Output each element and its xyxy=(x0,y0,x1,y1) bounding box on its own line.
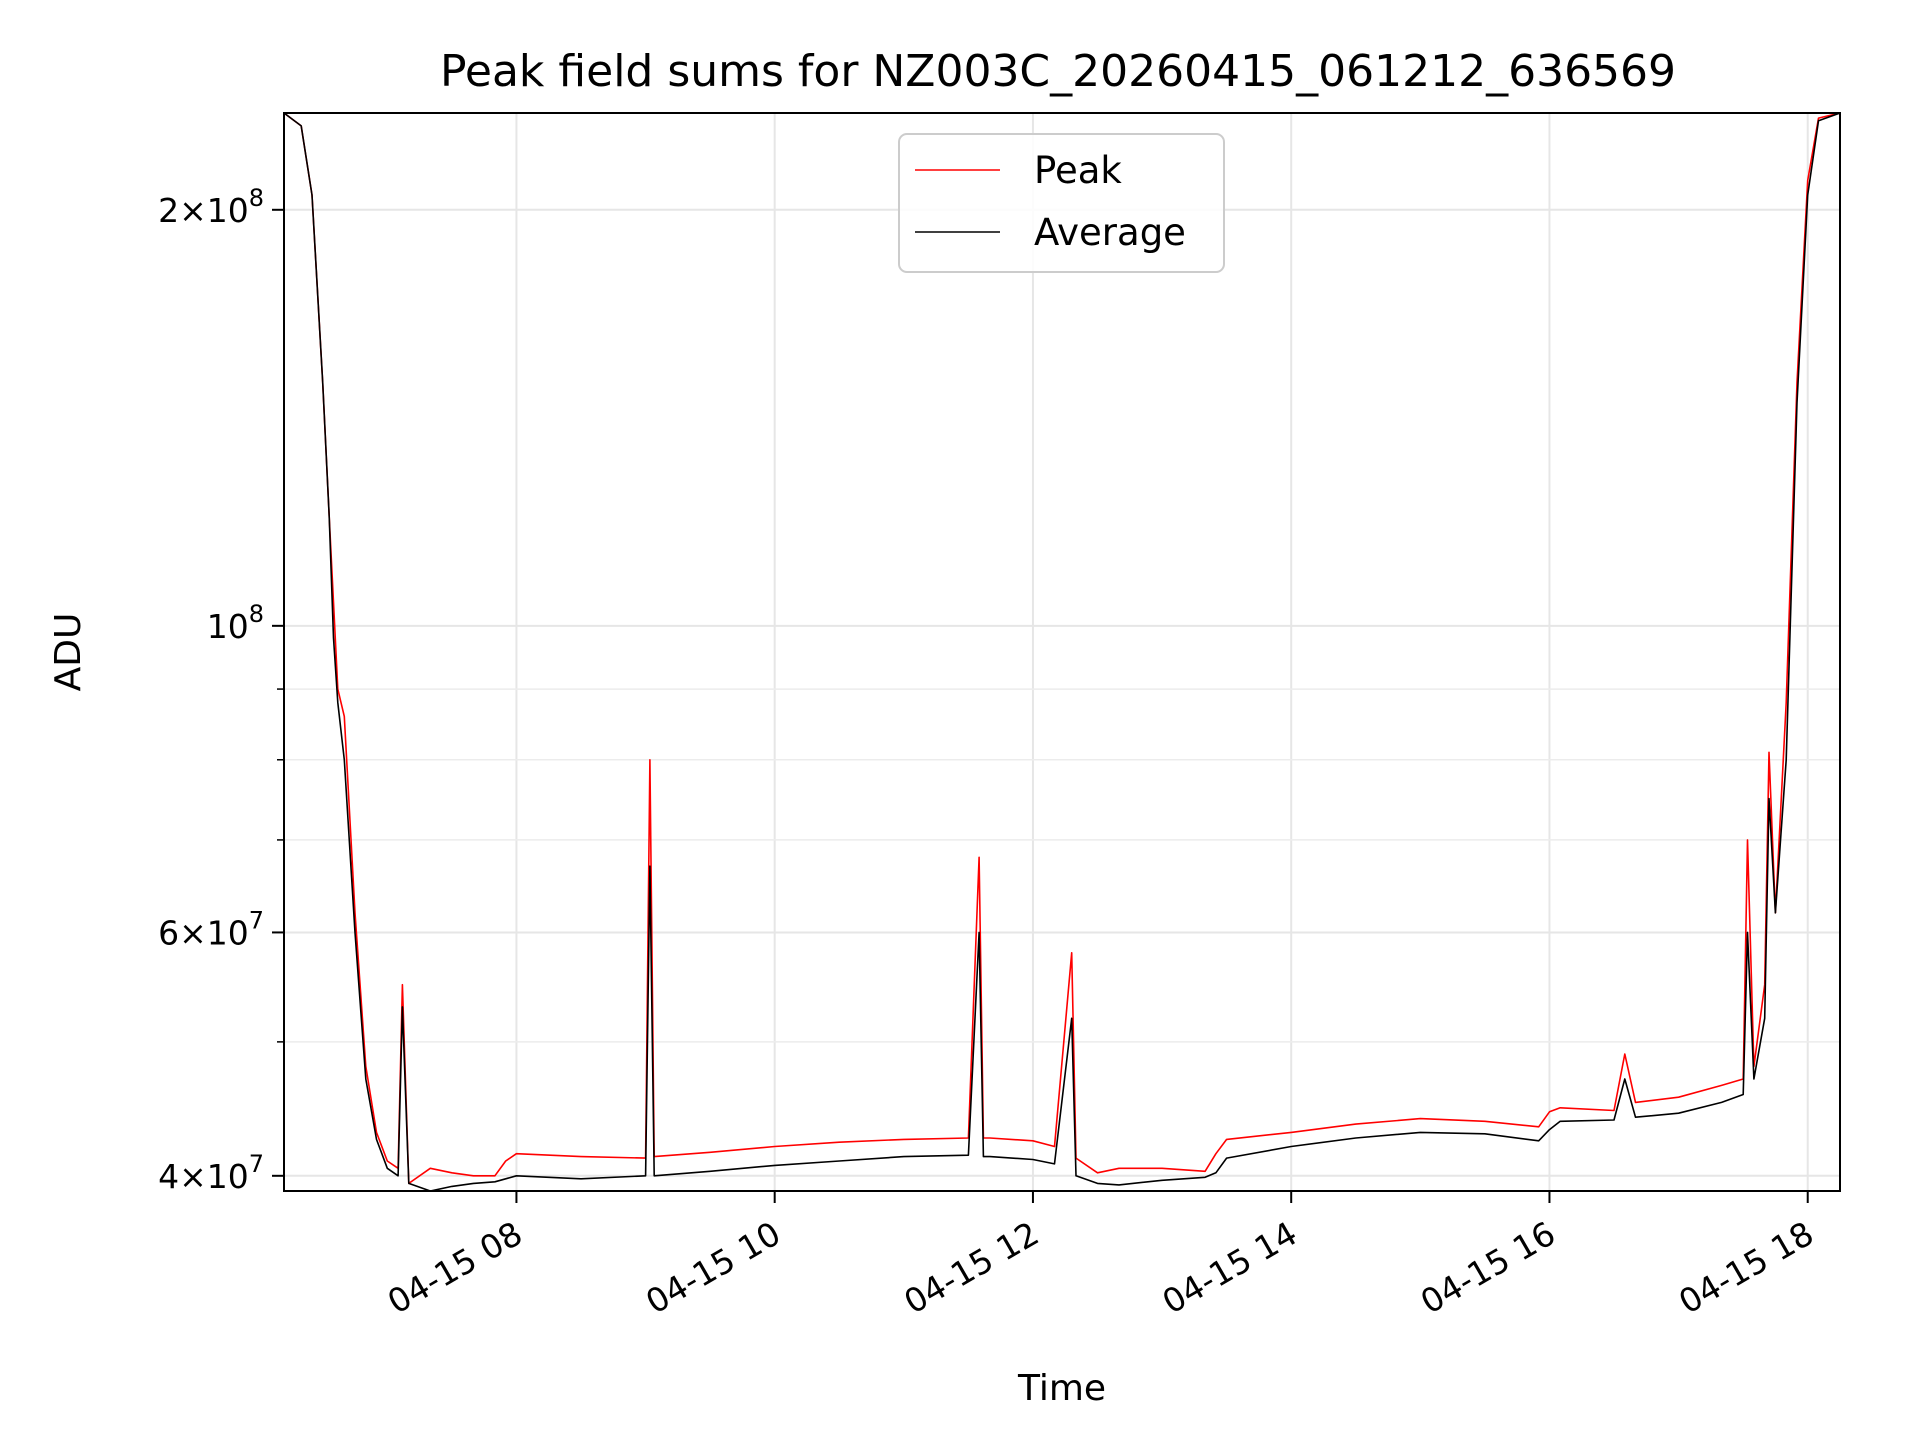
y-tick-base: 10 xyxy=(207,607,249,646)
series-line-peak xyxy=(284,113,1840,1185)
y-tick-times: × xyxy=(179,1157,207,1196)
y-axis-label: ADU xyxy=(48,613,89,692)
plot-series-area xyxy=(284,113,1840,1191)
y-tick-exponent: 7 xyxy=(249,1150,264,1178)
y-tick-mantissa: 4 xyxy=(158,1157,179,1196)
legend-box xyxy=(898,133,1225,273)
series-line-average xyxy=(284,113,1840,1191)
y-tick-label: 108 xyxy=(207,600,264,646)
y-tick-label: 4×107 xyxy=(158,1150,264,1196)
x-axis-label: Time xyxy=(1017,1368,1106,1409)
y-tick-label: 6×107 xyxy=(158,906,264,952)
y-tick-exponent: 8 xyxy=(249,600,264,628)
plot-frame xyxy=(283,112,1841,1192)
chart-title: Peak field sums for NZ003C_20260415_0612… xyxy=(440,46,1676,97)
y-tick-base: 10 xyxy=(207,191,249,230)
y-tick-times: × xyxy=(179,191,207,230)
y-tick-label: 2×108 xyxy=(158,184,264,230)
legend-label-peak: Peak xyxy=(1034,149,1122,192)
y-tick-base: 10 xyxy=(207,913,249,952)
y-tick-mantissa: 6 xyxy=(158,913,179,952)
y-tick-base: 10 xyxy=(207,1157,249,1196)
legend: Peak Average xyxy=(898,133,1225,273)
y-tick-exponent: 8 xyxy=(249,184,264,212)
y-tick-exponent: 7 xyxy=(249,906,264,934)
y-tick-mantissa: 2 xyxy=(158,191,179,230)
y-tick-times: × xyxy=(179,913,207,952)
legend-label-average: Average xyxy=(1034,211,1186,254)
